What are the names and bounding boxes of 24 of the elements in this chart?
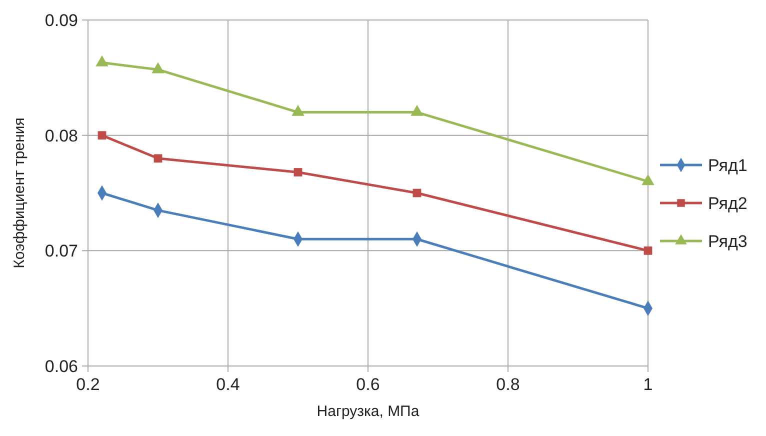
x-axis-title: Нагрузка, МПа: [316, 403, 420, 420]
x-tick-label: 1: [643, 375, 653, 394]
x-tick-label: 0.4: [216, 375, 240, 394]
y-tick-label: 0.09: [44, 11, 78, 30]
point: [152, 62, 164, 74]
x-tick-label: 0.6: [356, 375, 380, 394]
point: [154, 154, 162, 163]
point: [412, 188, 422, 198]
legend-label: Ряд2: [708, 194, 748, 213]
y-axis-title: Коэффициент трения: [11, 118, 28, 268]
legend-label: Ряд3: [708, 232, 748, 251]
x-tick-label: 0.8: [496, 375, 520, 394]
x-tick-label: 0.2: [76, 375, 100, 394]
y-tick-label: 0.08: [44, 126, 78, 146]
point: [98, 131, 106, 140]
point: [644, 246, 652, 255]
point: [96, 55, 108, 66]
legend-label: Ряд1: [708, 156, 748, 175]
y-tick-label: 0.07: [44, 242, 78, 261]
point: [642, 174, 654, 186]
point: [294, 168, 302, 176]
point: [292, 104, 304, 116]
point: [410, 104, 424, 116]
y-tick-label: 0.06: [44, 357, 78, 376]
